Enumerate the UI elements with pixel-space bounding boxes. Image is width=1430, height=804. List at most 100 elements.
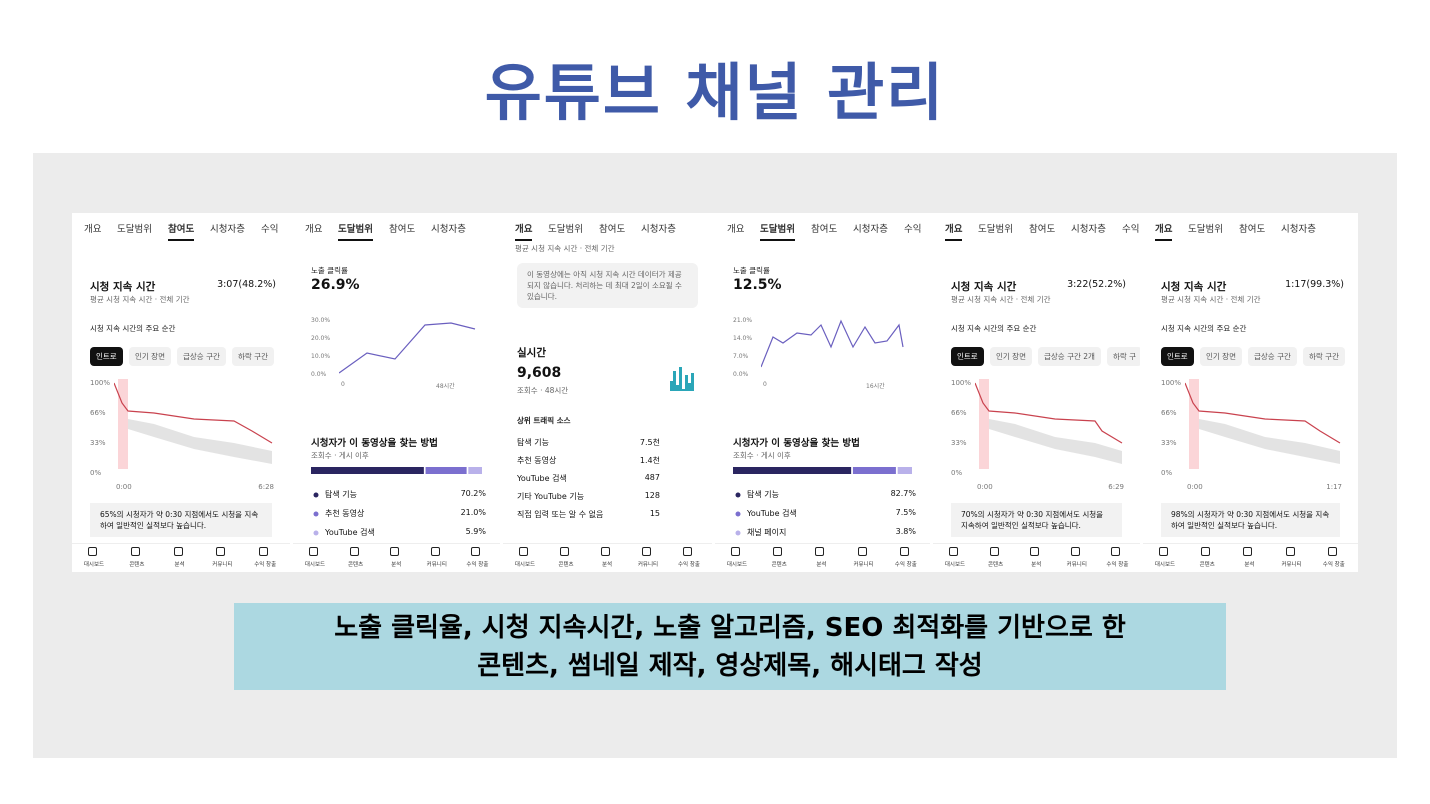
nav-icon[interactable] xyxy=(1243,547,1253,556)
y-axis-label: 66% xyxy=(951,409,967,417)
section-label: 상위 트래픽 소스 xyxy=(517,416,571,425)
y-axis-label: 20.0% xyxy=(311,335,331,342)
tab[interactable]: 시청자층 xyxy=(431,224,466,235)
chip[interactable]: 인트로 xyxy=(1161,347,1194,366)
chart-graphic xyxy=(761,319,904,368)
nav-icon[interactable] xyxy=(259,547,269,556)
chip[interactable]: 급상승 구간 2개 xyxy=(1038,347,1101,366)
nav-icon[interactable] xyxy=(949,547,958,556)
nav-icon[interactable] xyxy=(899,547,909,556)
chip[interactable]: 하락 구간 xyxy=(232,347,274,366)
metric-sub: 평균 시청 지속 시간 · 전체 기간 xyxy=(90,295,190,304)
chart-graphic xyxy=(735,530,741,536)
nav-icon[interactable] xyxy=(560,547,569,556)
nav-label: 수익 창출 xyxy=(466,562,489,568)
y-axis-label: 0.0% xyxy=(311,371,327,378)
tab[interactable]: 개요 xyxy=(515,221,533,241)
chip[interactable]: 하락 구간 xyxy=(1303,347,1345,366)
chart-graphic xyxy=(1185,379,1341,469)
chip[interactable]: 인트로 xyxy=(951,347,984,366)
nav-icon[interactable] xyxy=(773,547,783,556)
nav-icon[interactable] xyxy=(1327,547,1337,556)
tab[interactable]: 참여도 xyxy=(599,224,626,235)
phone-screen: 개요 도달범위 참여도 시청자층 평균 시청 지속 시간 · 전체 기간 이 동영상에는 … xyxy=(503,213,712,572)
chip[interactable]: 인트로 xyxy=(90,347,123,366)
tab[interactable]: 참여도 xyxy=(1239,224,1266,235)
nav-label: 분석 xyxy=(1031,562,1042,568)
tab[interactable]: 개요 xyxy=(727,224,745,235)
nav-icon[interactable] xyxy=(390,547,400,556)
tab[interactable]: 시청자층 xyxy=(1281,224,1316,235)
tab[interactable]: 시청자층 xyxy=(641,224,676,235)
tab[interactable]: 도달범위 xyxy=(760,221,795,241)
row-value: 487 xyxy=(644,473,660,482)
tab[interactable]: 참여도 xyxy=(168,221,195,241)
nav-icon[interactable] xyxy=(1201,547,1211,556)
nav-icon[interactable] xyxy=(309,547,318,556)
tab[interactable]: 도달범위 xyxy=(1188,224,1223,235)
nav-icon[interactable] xyxy=(857,547,867,556)
tab[interactable]: 개요 xyxy=(305,224,323,235)
chip[interactable]: 인기 장면 xyxy=(129,347,171,366)
nav-icon[interactable] xyxy=(601,547,610,556)
tab[interactable]: 개요 xyxy=(1155,221,1173,241)
tab[interactable]: 도달범위 xyxy=(117,224,152,235)
nav-icon[interactable] xyxy=(683,547,692,556)
nav-icon[interactable] xyxy=(519,547,528,556)
row-value: 3.8% xyxy=(895,527,916,536)
nav-icon[interactable] xyxy=(471,547,481,556)
nav-icon[interactable] xyxy=(731,547,740,556)
tab[interactable]: 수익 xyxy=(1122,224,1140,235)
chip[interactable]: 급상승 구간 xyxy=(1248,347,1297,366)
tab[interactable]: 참여도 xyxy=(811,224,838,235)
chip[interactable]: 인기 장면 xyxy=(1200,347,1242,366)
tab[interactable]: 도달범위 xyxy=(978,224,1013,235)
tab[interactable]: 수익 xyxy=(904,224,922,235)
tab[interactable]: 시청자층 xyxy=(210,224,245,235)
nav-icon[interactable] xyxy=(1111,547,1121,556)
row-label: 직접 입력 또는 알 수 없음 xyxy=(517,510,604,519)
bottom-nav: 대시보드 콘텐츠 분석 커뮤니티 수익 창출 xyxy=(293,543,500,572)
nav-icon[interactable] xyxy=(216,547,226,556)
nav-icon[interactable] xyxy=(130,547,140,556)
nav-label: 커뮤니티 xyxy=(853,562,874,568)
y-axis-label: 30.0% xyxy=(311,317,331,324)
tab[interactable]: 도달범위 xyxy=(548,224,583,235)
tab[interactable]: 개요 xyxy=(84,224,102,235)
nav-icon[interactable] xyxy=(815,547,825,556)
tab[interactable]: 참여도 xyxy=(1029,224,1056,235)
nav-icon[interactable] xyxy=(430,547,440,556)
tab[interactable]: 참여도 xyxy=(389,224,416,235)
tab[interactable]: 개요 xyxy=(945,221,963,241)
nav-icon[interactable] xyxy=(88,547,97,556)
nav-label: 대시보드 xyxy=(1154,562,1176,568)
nav-icon[interactable] xyxy=(1030,547,1040,556)
nav-icon[interactable] xyxy=(1285,547,1295,556)
nav-label: 분석 xyxy=(816,562,827,568)
phone-screen: 개요 도달범위 참여도 시청자층 노출 클릭률 26.9% 30.0% 20.0% 10.0% 0… xyxy=(293,213,500,572)
tab[interactable]: 수익 xyxy=(261,224,279,235)
chip[interactable]: 인기 장면 xyxy=(990,347,1032,366)
nav-icon[interactable] xyxy=(173,547,183,556)
tab[interactable]: 도달범위 xyxy=(338,221,373,241)
nav-icon[interactable] xyxy=(1070,547,1080,556)
y-axis-label: 33% xyxy=(1161,439,1177,447)
section-sub: 조회수 · 게시 이후 xyxy=(733,451,791,460)
chip[interactable]: 급상승 구간 xyxy=(177,347,226,366)
tab[interactable]: 시청자층 xyxy=(1071,224,1106,235)
nav-icon[interactable] xyxy=(349,547,359,556)
nav-icon[interactable] xyxy=(1159,547,1168,556)
nav-label: 수익 창출 xyxy=(254,562,277,568)
nav-icon[interactable] xyxy=(989,547,999,556)
caption-line: 콘텐츠, 썸네일 제작, 영상제목, 해시태그 작성 xyxy=(477,651,983,681)
y-axis-label: 33% xyxy=(90,439,106,447)
tab[interactable]: 시청자층 xyxy=(853,224,888,235)
metric-value: 26.9% xyxy=(311,277,360,293)
chart-graphic xyxy=(313,492,319,498)
section-sub: 조회수 · 게시 이후 xyxy=(311,451,369,460)
row-label: 탐색 기능 xyxy=(517,438,549,447)
nav-icon[interactable] xyxy=(642,547,651,556)
chip[interactable]: 하락 구 xyxy=(1107,347,1140,366)
row-value: 128 xyxy=(644,491,660,500)
phone-screen: 개요 도달범위 참여도 시청자층 시청 지속 시간 1:17(99.3%) 평균 시청 지속… xyxy=(1143,213,1358,572)
